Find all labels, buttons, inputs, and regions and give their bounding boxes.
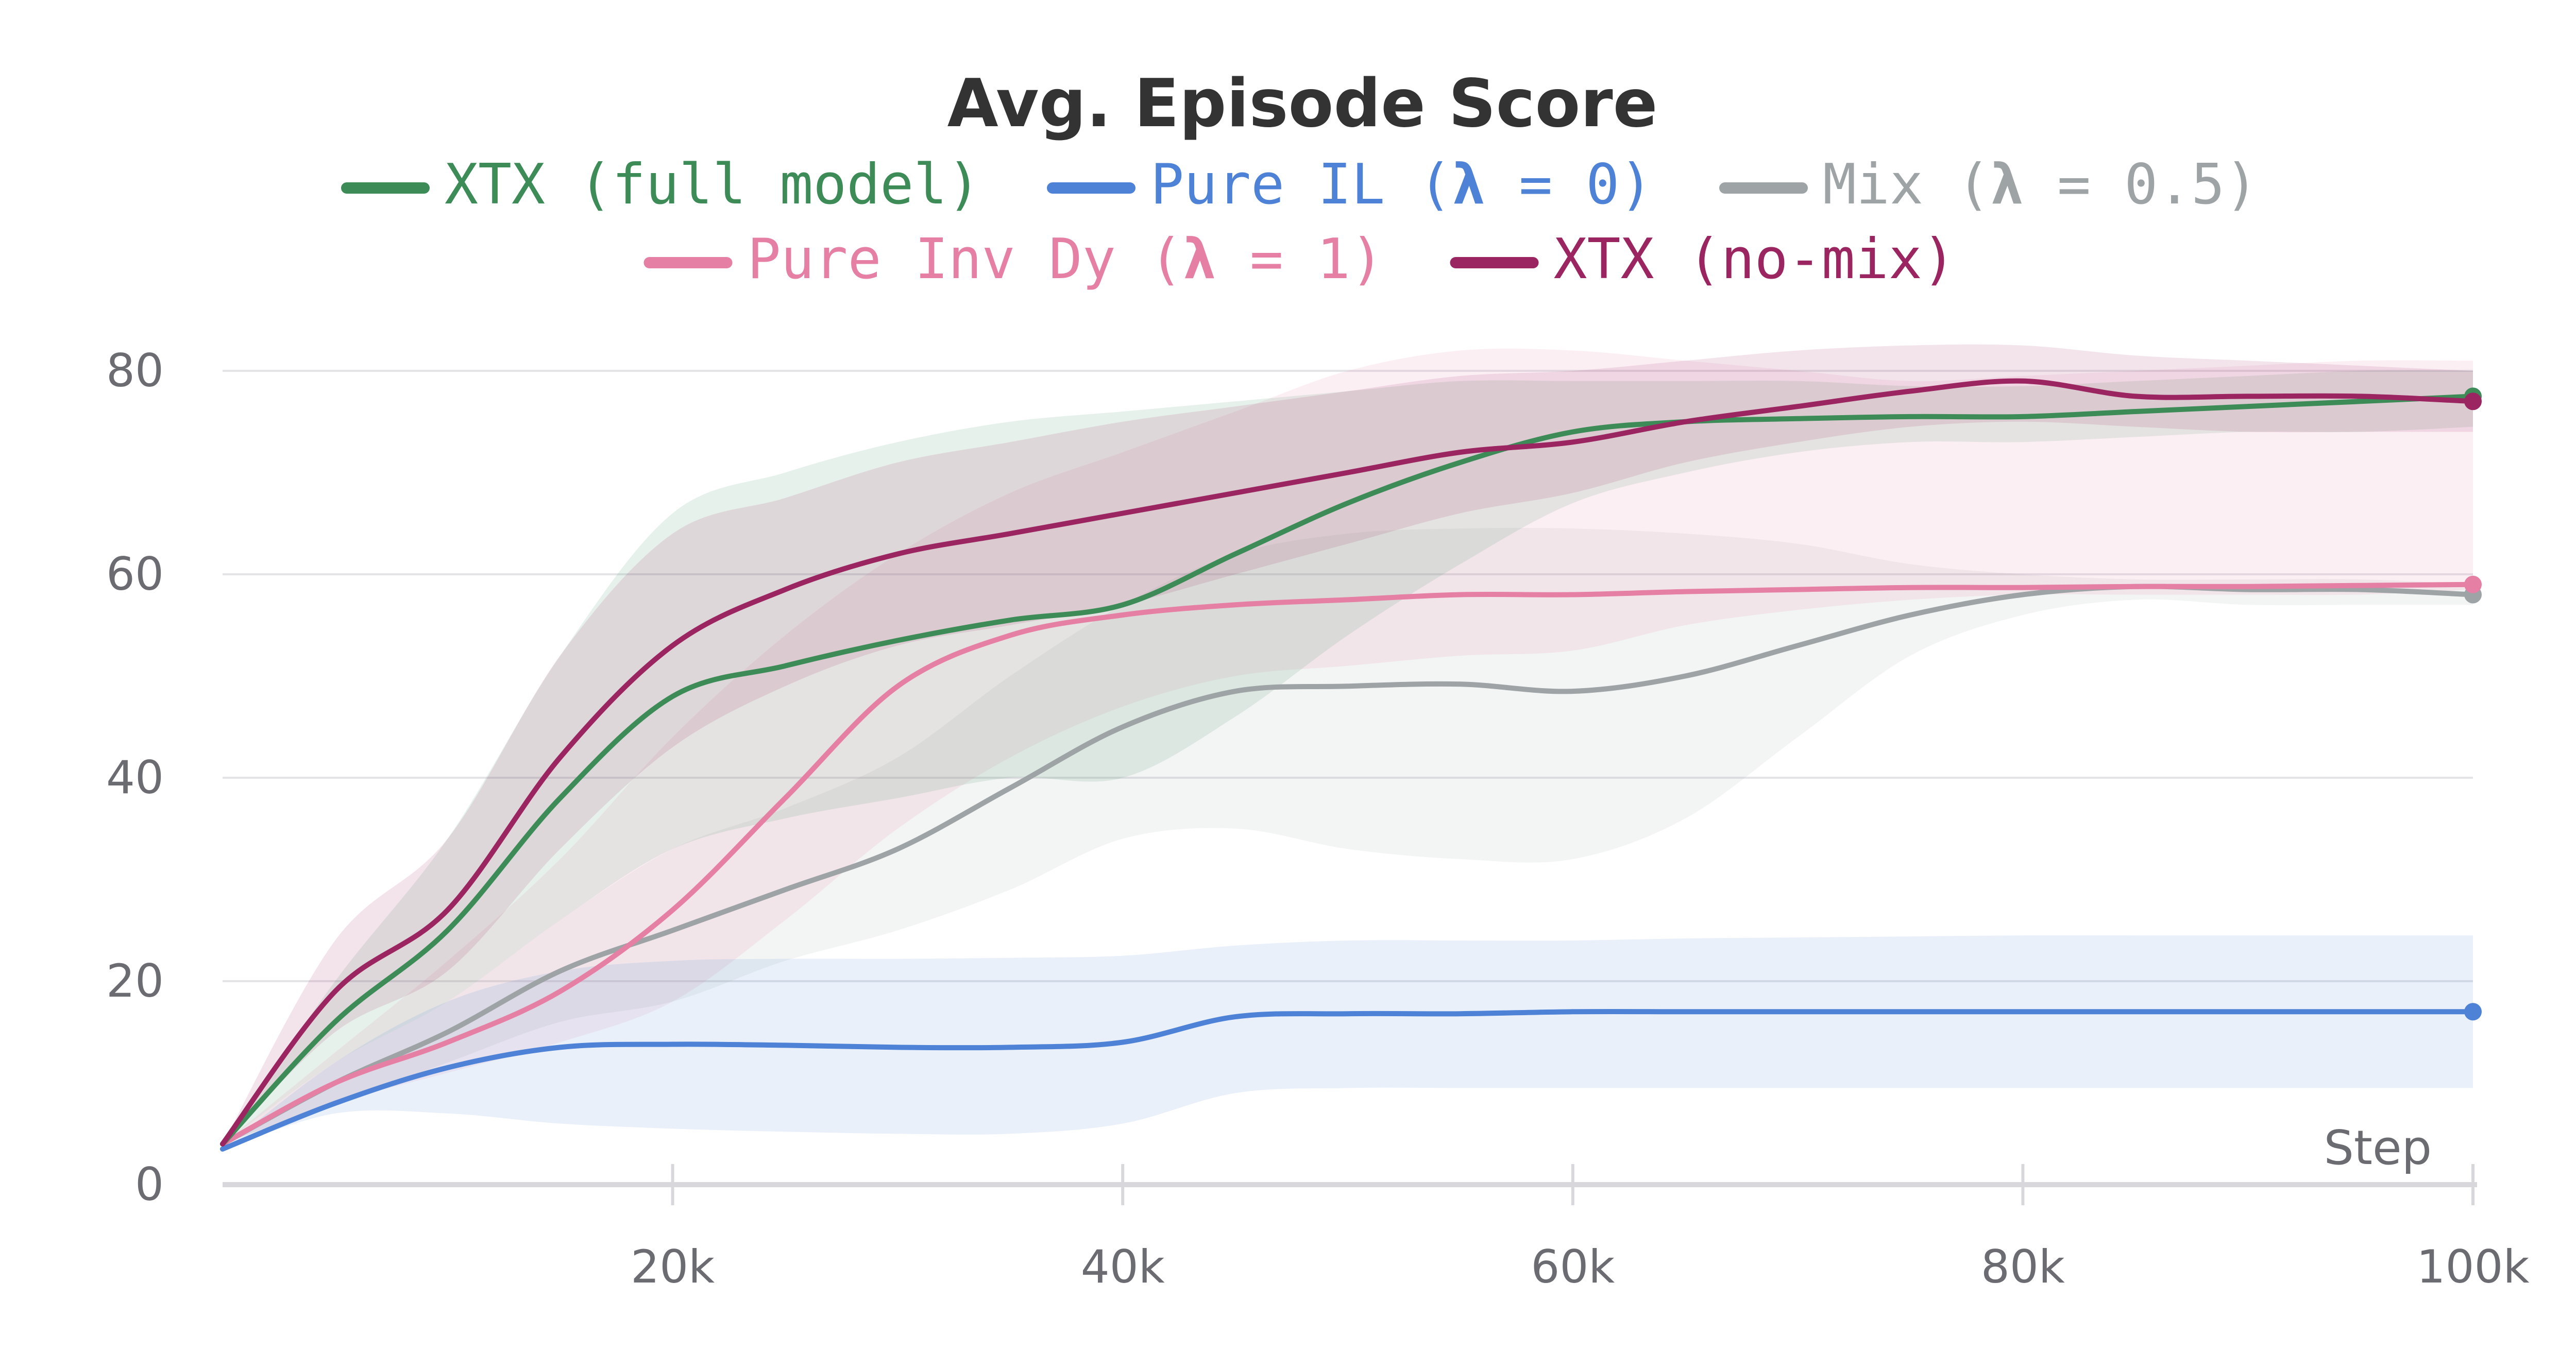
series-lines xyxy=(220,378,2476,1152)
line-pure-il xyxy=(220,1008,2476,1152)
band-xtx-full-model xyxy=(223,370,2473,1144)
legend-item-mix: Mix (λ = 0.5) xyxy=(1719,152,2258,217)
endpoint-pure-il xyxy=(2464,1003,2482,1021)
band-xtx-no-mix xyxy=(223,344,2473,1144)
endpoint-xtx-no-mix xyxy=(2464,392,2482,411)
y-tick-label-80: 80 xyxy=(106,344,164,397)
x-tick-label-60k: 60k xyxy=(1531,1240,1615,1293)
line-xtx-no-mix xyxy=(220,378,2476,1147)
series-endpoints xyxy=(2464,387,2482,1021)
x-tick-label-40k: 40k xyxy=(1081,1240,1165,1293)
y-axis: 0 20 40 60 80 xyxy=(106,344,164,1211)
grid-lines xyxy=(223,370,2473,982)
x-tick-label-100k: 100k xyxy=(2417,1240,2530,1293)
x-tick-label-80k: 80k xyxy=(1981,1240,2065,1293)
legend-item-xtx-full-model: XTX (full model) xyxy=(341,152,980,217)
band-pure-il xyxy=(223,935,2473,1149)
confidence-bands xyxy=(223,344,2473,1149)
x-tick-label-20k: 20k xyxy=(631,1240,715,1293)
y-tick-label-60: 60 xyxy=(106,548,164,601)
legend-item-pure-inv-dy: Pure Inv Dy (λ = 1) xyxy=(643,227,1384,292)
y-tick-label-20: 20 xyxy=(106,954,164,1007)
endpoint-pure-inv-dy xyxy=(2464,575,2482,593)
chart-title: Avg. Episode Score xyxy=(947,65,1658,142)
band-pure-inv-dy xyxy=(223,348,2473,1144)
y-tick-label-40: 40 xyxy=(106,751,164,804)
band-mix xyxy=(223,527,2473,1144)
line-xtx-full-model xyxy=(220,394,2476,1147)
legend-label-pure-inv-dy: Pure Inv Dy (λ = 1) xyxy=(748,227,1384,292)
legend: XTX (full model) Pure IL (λ = 0) Mix (λ = … xyxy=(341,152,2258,292)
legend-item-pure-il: Pure IL (λ = 0) xyxy=(1047,152,1653,217)
x-axis: 20k 40k 60k 80k 100k xyxy=(223,1164,2529,1293)
line-pure-inv-dy xyxy=(220,582,2476,1147)
y-tick-label-0: 0 xyxy=(135,1158,164,1211)
x-axis-label: Step xyxy=(2324,1120,2432,1175)
legend-label-xtx-full-model: XTX (full model) xyxy=(445,152,980,217)
legend-label-pure-il: Pure IL (λ = 0) xyxy=(1150,152,1653,217)
legend-label-mix: Mix (λ = 0.5) xyxy=(1823,152,2258,217)
legend-label-xtx-no-mix: XTX (no-mix) xyxy=(1554,227,1956,292)
legend-item-xtx-no-mix: XTX (no-mix) xyxy=(1450,227,1956,292)
